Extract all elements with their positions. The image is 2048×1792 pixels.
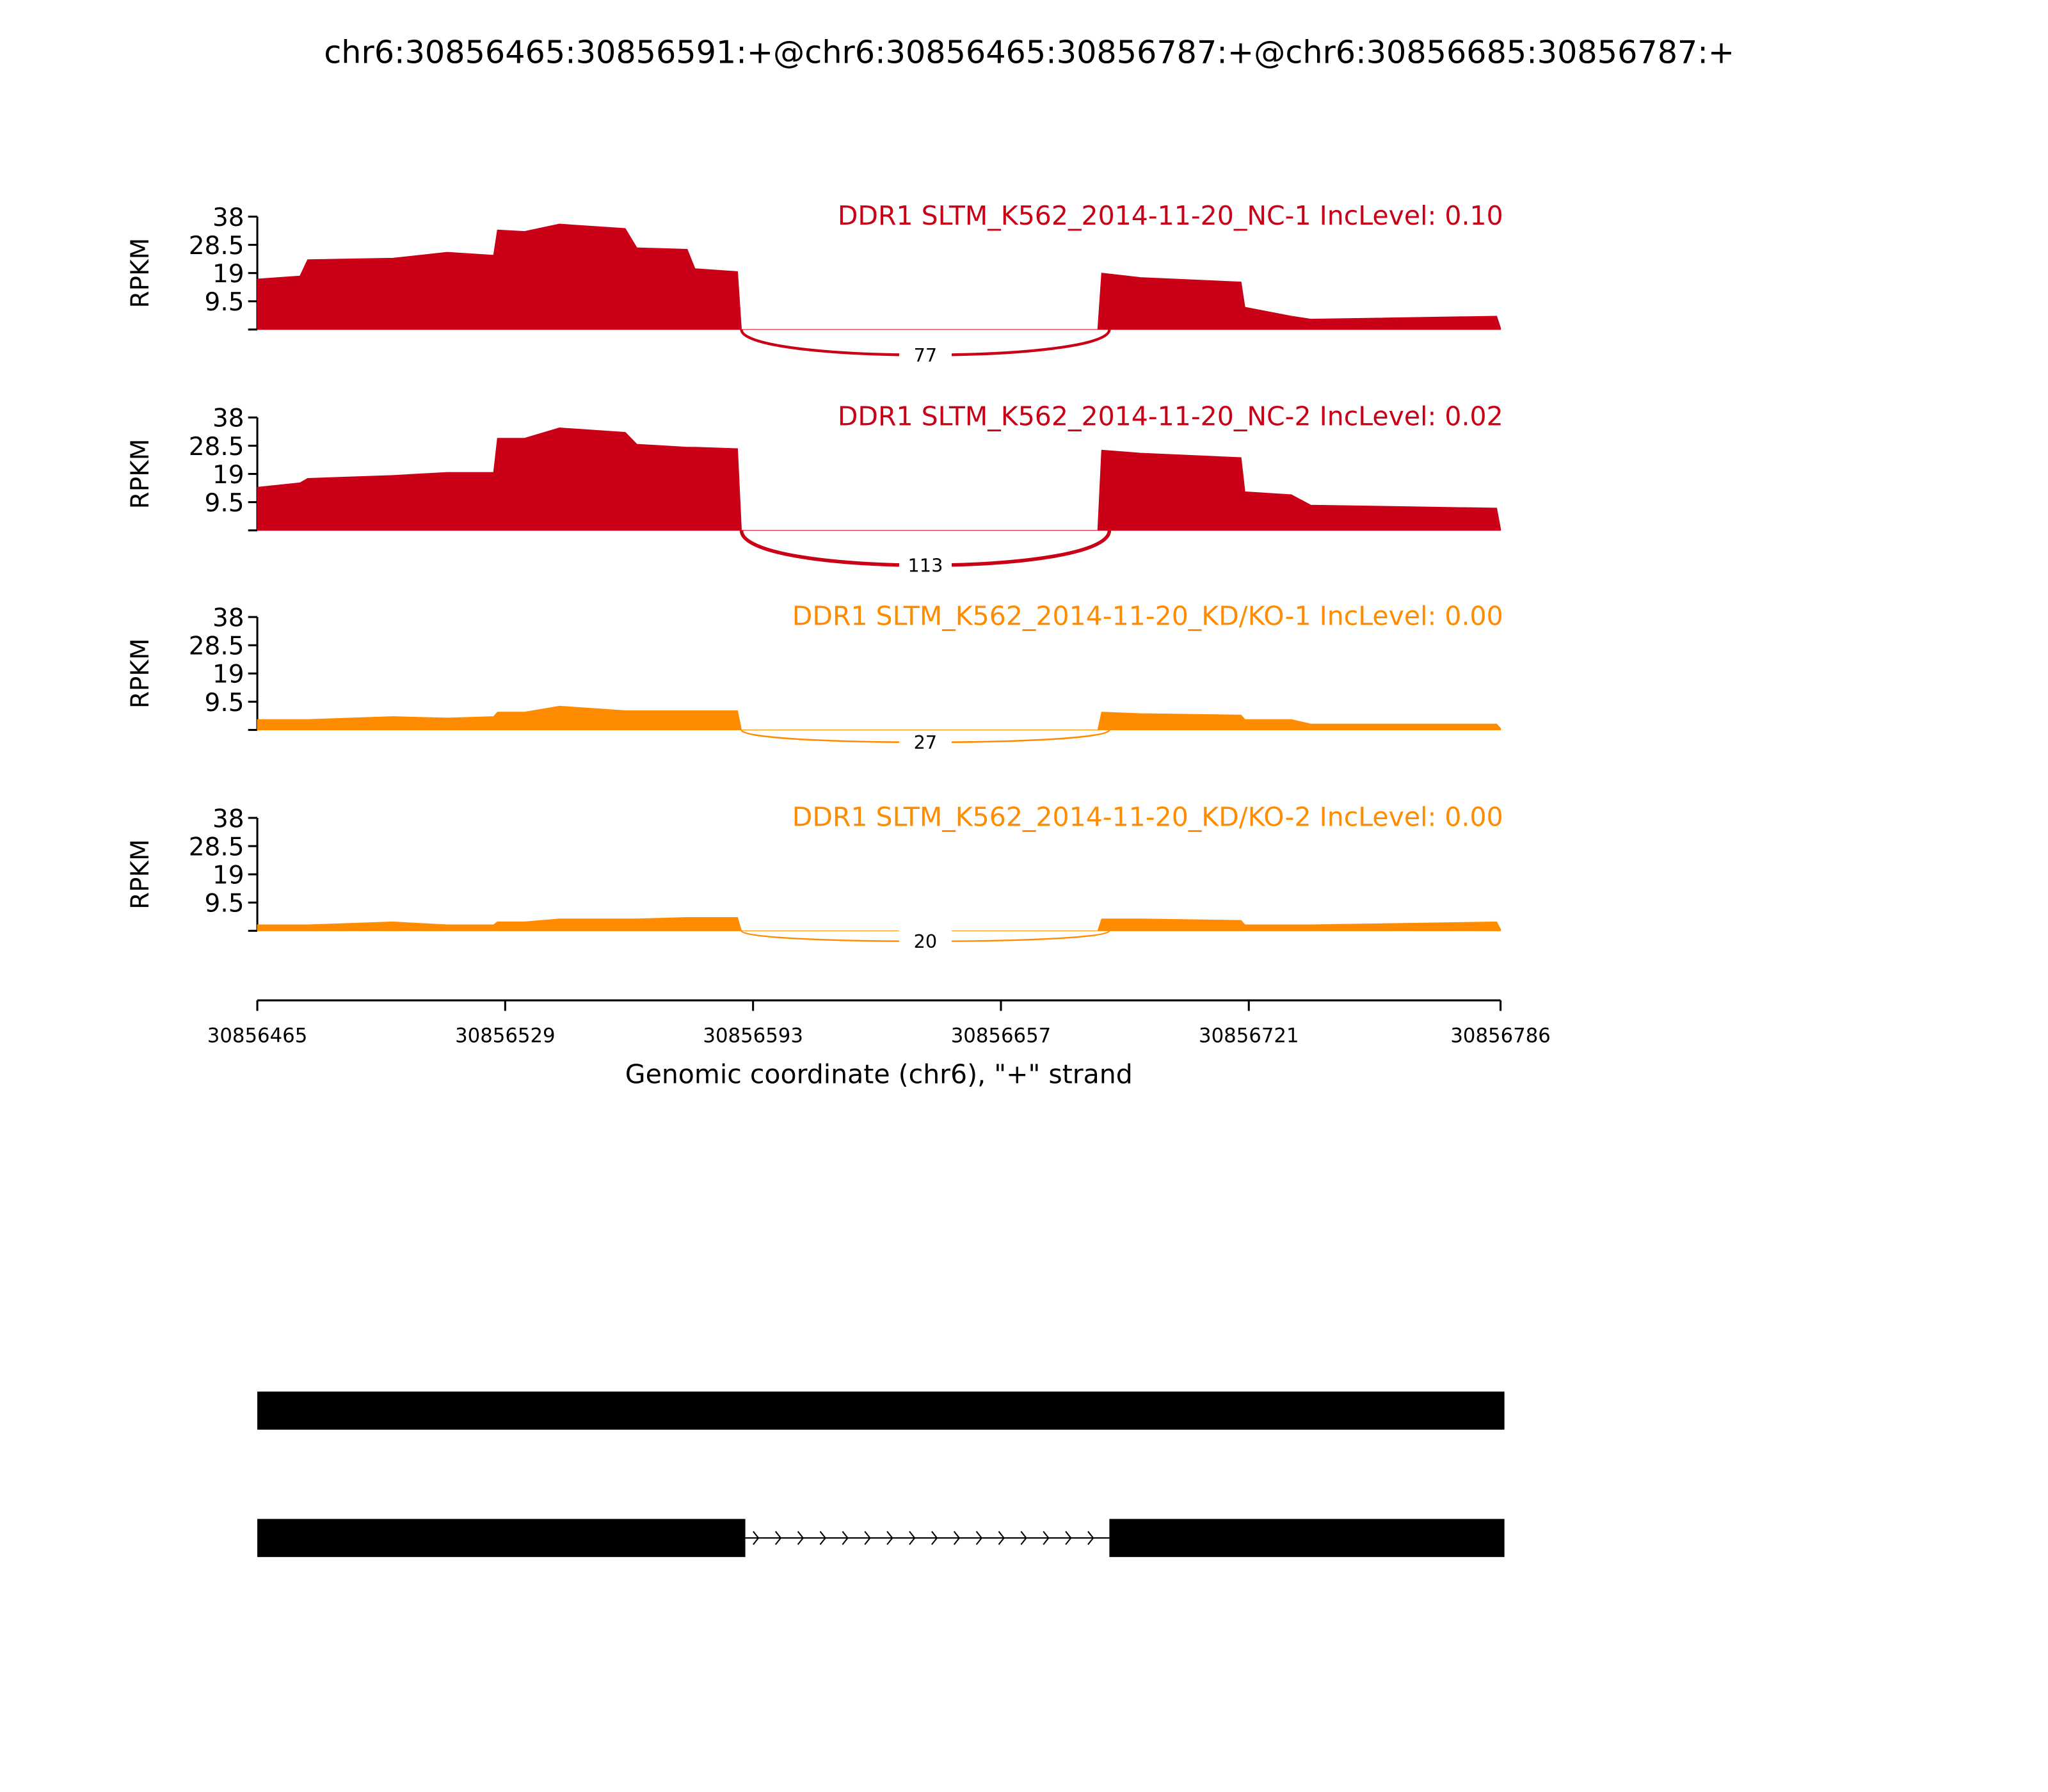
intron-chevron: [842, 1531, 849, 1545]
y-axis-label: RPKM: [126, 839, 155, 909]
panel-title: DDR1 SLTM_K562_2014-11-20_NC-1 IncLevel:…: [838, 200, 1503, 231]
y-tick-label: 19: [212, 260, 244, 289]
junction-count: 27: [914, 732, 938, 753]
junction-label-bg: [899, 553, 952, 577]
coverage-area: [257, 705, 1501, 731]
intron-chevron: [753, 1531, 760, 1545]
intron-chevron: [998, 1531, 1005, 1545]
y-axis-label: RPKM: [126, 238, 155, 308]
exon: [257, 1391, 1505, 1430]
intron-chevron: [864, 1531, 871, 1545]
intron-chevron: [1043, 1531, 1050, 1545]
panel-title: DDR1 SLTM_K562_2014-11-20_KD/KO-1 IncLev…: [792, 600, 1503, 631]
x-axis-label: Genomic coordinate (chr6), "+" strand: [625, 1059, 1133, 1089]
y-tick-label: 19: [212, 461, 244, 490]
y-tick-label: 19: [212, 861, 244, 890]
intron-chevron: [909, 1531, 916, 1545]
intron-chevron: [797, 1531, 804, 1545]
coverage-area: [257, 916, 1501, 931]
y-axis-label: RPKM: [126, 439, 155, 509]
x-tick-label: 30856721: [1199, 1025, 1299, 1048]
y-tick-label: 38: [212, 204, 244, 232]
coverage-area: [257, 428, 1501, 531]
y-tick-label: 38: [212, 604, 244, 632]
intron-chevron: [931, 1531, 938, 1545]
intron-chevron: [1065, 1531, 1072, 1545]
intron-chevron: [774, 1531, 782, 1545]
y-tick-label: 28.5: [189, 632, 244, 661]
x-tick-label: 30856657: [951, 1025, 1052, 1048]
y-tick-label: 28.5: [189, 433, 244, 461]
coverage-area: [257, 223, 1501, 330]
panel-title: DDR1 SLTM_K562_2014-11-20_NC-2 IncLevel:…: [838, 401, 1503, 432]
y-tick-label: 38: [212, 804, 244, 833]
junction-label-bg: [899, 730, 952, 755]
y-tick-label: 28.5: [189, 833, 244, 861]
y-tick-label: 9.5: [205, 489, 244, 518]
intron-chevron: [886, 1531, 893, 1545]
y-tick-label: 38: [212, 404, 244, 433]
junction-count: 20: [914, 931, 938, 952]
intron-chevron: [975, 1531, 983, 1545]
intron-chevron: [953, 1531, 961, 1545]
intron-chevron: [819, 1531, 826, 1545]
x-tick-label: 30856786: [1450, 1025, 1551, 1048]
y-tick-label: 9.5: [205, 288, 244, 317]
x-tick-label: 30856529: [455, 1025, 556, 1048]
junction-count: 113: [908, 555, 943, 577]
y-tick-label: 28.5: [189, 232, 244, 260]
figure-title: chr6:30856465:30856591:+@chr6:30856465:3…: [324, 33, 1734, 70]
y-tick-label: 19: [212, 660, 244, 689]
junction-count: 77: [914, 344, 938, 366]
x-tick-label: 30856593: [703, 1025, 803, 1048]
y-axis-label: RPKM: [126, 638, 155, 708]
exon: [257, 1519, 746, 1557]
intron-chevron: [1020, 1531, 1027, 1545]
exon: [1109, 1519, 1505, 1557]
y-tick-label: 9.5: [205, 890, 244, 918]
x-tick-label: 30856465: [207, 1025, 308, 1048]
junction-label-bg: [899, 929, 952, 954]
intron-chevron: [1087, 1531, 1094, 1545]
y-tick-label: 9.5: [205, 689, 244, 717]
panel-title: DDR1 SLTM_K562_2014-11-20_KD/KO-2 IncLev…: [792, 801, 1503, 832]
junction-label-bg: [899, 343, 952, 367]
